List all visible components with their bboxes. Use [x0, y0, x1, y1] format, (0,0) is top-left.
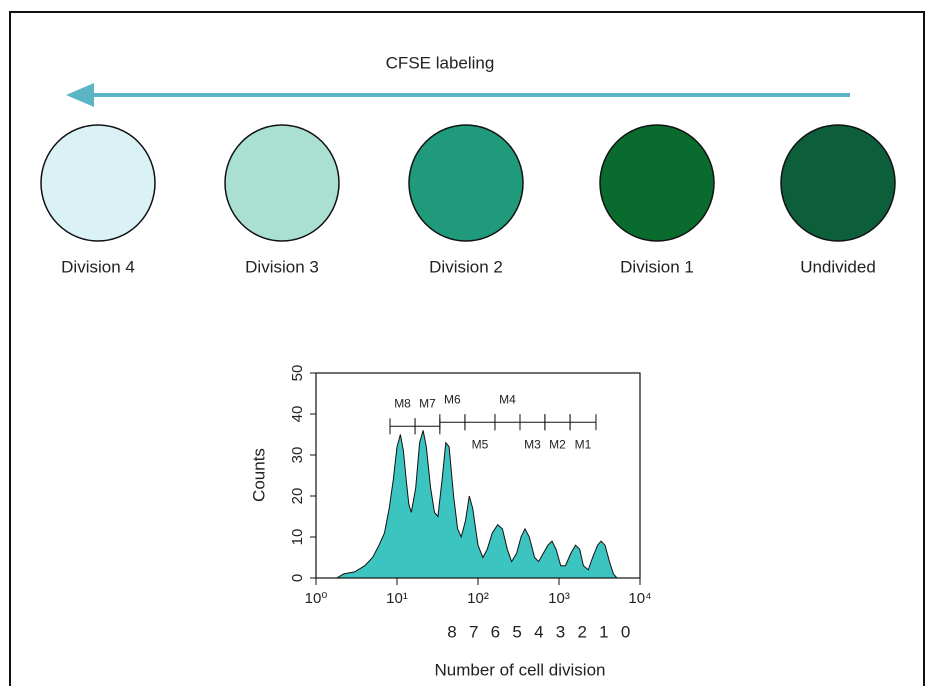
- cell: [225, 125, 339, 241]
- x-tick-label: 10³: [548, 590, 570, 607]
- marker-label: M5: [472, 437, 489, 451]
- frame: [10, 12, 924, 686]
- cell-label: Division 3: [245, 257, 319, 276]
- division-number: 6: [491, 622, 500, 641]
- marker-label: M1: [575, 437, 592, 451]
- division-number: 8: [447, 622, 456, 641]
- x-tick-label: 10¹: [386, 590, 408, 607]
- x-tick-label: 10⁴: [628, 590, 651, 607]
- cell-label: Undivided: [800, 257, 876, 276]
- y-tick-label: 20: [289, 488, 306, 505]
- marker-label: M2: [549, 437, 566, 451]
- marker-label: M4: [499, 392, 516, 406]
- histogram-area: [337, 430, 617, 578]
- y-axis-title: Counts: [249, 448, 268, 502]
- y-tick-label: 30: [289, 447, 306, 464]
- y-tick-label: 10: [289, 529, 306, 546]
- marker-label: M3: [524, 437, 541, 451]
- division-number: 1: [599, 622, 608, 641]
- x-axis-title: Number of cell division: [434, 660, 605, 679]
- division-number: 4: [534, 622, 543, 641]
- division-number: 0: [621, 622, 630, 641]
- cell-label: Division 4: [61, 257, 135, 276]
- division-number: 7: [469, 622, 478, 641]
- cell: [781, 125, 895, 241]
- cell: [409, 125, 523, 241]
- marker-label: M7: [419, 396, 436, 410]
- cell-label: Division 2: [429, 257, 503, 276]
- cell: [41, 125, 155, 241]
- x-tick-label: 10²: [467, 590, 489, 607]
- y-tick-label: 50: [289, 365, 306, 382]
- y-tick-label: 40: [289, 406, 306, 423]
- cell-label: Division 1: [620, 257, 694, 276]
- figure: CFSE labeling Counts Number of cell divi…: [0, 0, 933, 686]
- division-number: 3: [556, 622, 565, 641]
- y-tick-label: 0: [289, 574, 306, 582]
- arrow-label: CFSE labeling: [386, 53, 495, 72]
- marker-label: M8: [394, 396, 411, 410]
- marker-label: M6: [444, 392, 461, 406]
- arrow-head: [66, 83, 94, 107]
- x-tick-label: 10⁰: [305, 590, 328, 607]
- division-number: 2: [577, 622, 586, 641]
- cell: [600, 125, 714, 241]
- division-number: 5: [512, 622, 521, 641]
